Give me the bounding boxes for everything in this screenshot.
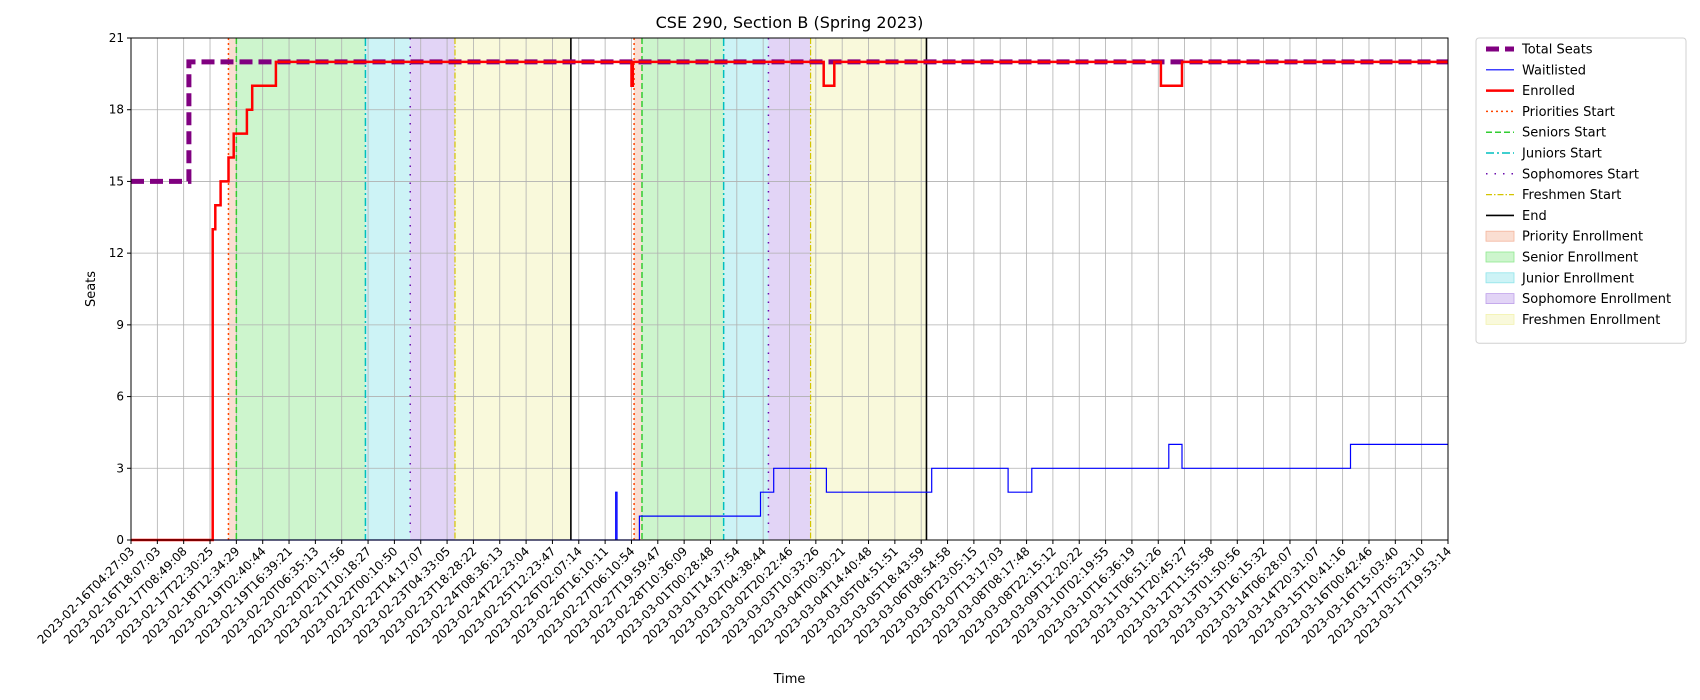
y-tick-label: 6	[116, 390, 124, 404]
legend-label-junior-enrollment: Junior Enrollment	[1521, 271, 1634, 286]
grid-lines	[130, 37, 1449, 541]
region-senior-enrollment	[641, 38, 724, 540]
region-junior-enrollment	[723, 38, 769, 540]
legend-label-freshmen-start: Freshmen Start	[1522, 188, 1621, 203]
legend-label-seniors-start: Seniors Start	[1522, 126, 1606, 141]
legend-label-enrolled: Enrolled	[1522, 84, 1575, 99]
x-axis-label: Time	[773, 672, 806, 687]
y-tick-label: 9	[116, 318, 124, 332]
phase-markers	[227, 38, 928, 540]
legend-swatch-priority-enrollment	[1485, 230, 1515, 242]
legend-frame	[1475, 37, 1687, 344]
series-enrolled	[131, 60, 1448, 542]
chart-title: CSE 290, Section B (Spring 2023)	[656, 13, 924, 32]
y-tick-label: 15	[109, 174, 124, 188]
y-tick-label: 0	[116, 533, 124, 547]
region-priority-enrollment	[634, 38, 642, 540]
legend-label-priority-enrollment: Priority Enrollment	[1522, 230, 1643, 245]
legend: Total Seats Waitlisted Enrolled Priorities …	[1475, 37, 1687, 344]
legend-label-juniors-start: Juniors Start	[1521, 147, 1602, 162]
y-tick-label: 12	[109, 246, 124, 260]
region-sophomore-enrollment	[410, 38, 455, 540]
legend-swatch-freshmen-enrollment	[1485, 313, 1515, 325]
region-freshmen-enrollment	[454, 38, 571, 540]
legend-label-total-seats: Total Seats	[1521, 43, 1593, 58]
legend-label-waitlisted: Waitlisted	[1522, 63, 1586, 78]
legend-label-priorities-start: Priorities Start	[1522, 105, 1615, 120]
legend-label-sophomores-start: Sophomores Start	[1522, 167, 1639, 182]
y-tick-label: 3	[116, 461, 124, 475]
x-axis-ticks: 2023-02-16T04:27:032023-02-16T18:07:0320…	[35, 540, 1454, 647]
y-axis-label: Seats	[84, 271, 99, 307]
enrollment-regions	[228, 38, 927, 540]
legend-label-end: End	[1522, 209, 1547, 224]
legend-swatch-junior-enrollment	[1485, 272, 1515, 284]
region-junior-enrollment	[365, 38, 411, 540]
legend-swatch-sophomore-enrollment	[1485, 293, 1515, 305]
legend-label-freshmen-enrollment: Freshmen Enrollment	[1522, 313, 1660, 328]
legend-swatch-senior-enrollment	[1485, 251, 1515, 263]
region-senior-enrollment	[236, 38, 366, 540]
y-tick-label: 21	[109, 31, 124, 45]
legend-label-senior-enrollment: Senior Enrollment	[1522, 251, 1638, 266]
region-priority-enrollment	[228, 38, 237, 540]
y-tick-label: 18	[109, 103, 124, 117]
legend-label-sophomore-enrollment: Sophomore Enrollment	[1522, 292, 1671, 307]
y-axis-ticks: 0 3 6 9 12 15 18 21	[109, 31, 131, 547]
